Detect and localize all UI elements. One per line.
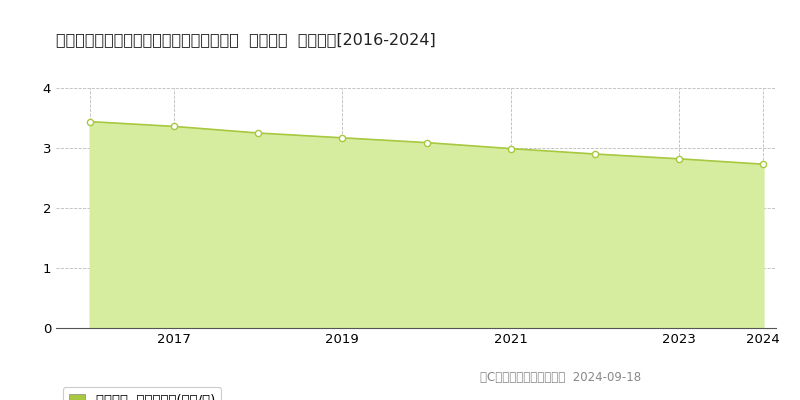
Point [420,140,433,146]
Point [336,134,349,141]
Point [252,130,265,136]
Point [83,118,96,125]
Point [167,123,180,130]
Point [757,161,770,167]
Legend: 基準地価  平均坪単価(万円/坪): 基準地価 平均坪単価(万円/坪) [62,387,222,400]
Text: （C）土地価格ドットコム  2024-09-18: （C）土地価格ドットコム 2024-09-18 [480,371,641,384]
Text: 奈良県吉野郡東吉野村大字木津１６１番１  基準地価  地価推移[2016-2024]: 奈良県吉野郡東吉野村大字木津１６１番１ 基準地価 地価推移[2016-2024] [56,32,436,47]
Point [589,151,602,157]
Point [504,145,517,152]
Point [673,156,686,162]
